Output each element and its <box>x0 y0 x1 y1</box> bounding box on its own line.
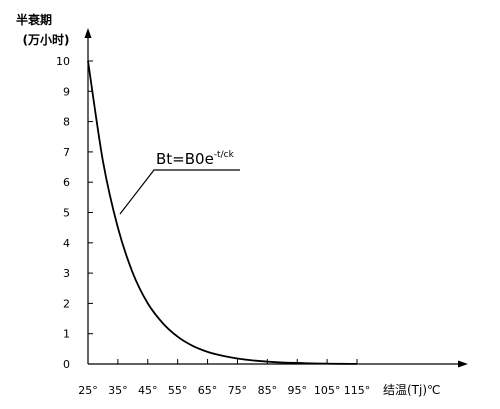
annotation-leader <box>119 169 240 215</box>
x-tick-label: 85° <box>258 384 278 397</box>
x-tick-label: 115° <box>344 384 371 397</box>
y-axis-label-line1: 半衰期 <box>16 12 52 27</box>
x-tick-label: 105° <box>314 384 341 397</box>
y-tick-label: 8 <box>63 116 70 129</box>
y-tick-label: 3 <box>63 267 70 280</box>
y-tick-label: 0 <box>63 358 70 371</box>
y-tick-label: 6 <box>63 176 70 189</box>
y-tick-label: 4 <box>63 237 70 250</box>
annotation-superscript: -t/ck <box>214 150 235 160</box>
y-axis-label-line2: (万小时) <box>23 32 70 47</box>
y-tick-label: 7 <box>63 146 70 159</box>
series-line <box>87 60 358 365</box>
x-tick-label: 45° <box>138 384 158 397</box>
y-tick-label: 5 <box>63 207 70 220</box>
y-tick-label: 2 <box>63 297 70 310</box>
x-tick-label: 55° <box>168 384 188 397</box>
x-tick-label: 65° <box>198 384 218 397</box>
y-tick-label: 1 <box>63 328 70 341</box>
x-axis-arrow <box>458 360 468 368</box>
y-ticks: 0 1 2 3 4 5 6 7 8 9 10 <box>56 55 93 371</box>
x-axis-label: 结温(Tj)℃ <box>383 383 441 397</box>
x-tick-label: 95° <box>287 384 307 397</box>
y-axis-arrow <box>84 28 92 38</box>
y-tick-label: 10 <box>56 55 70 68</box>
annotation-formula: Bt=B0e-t/ck <box>156 150 235 168</box>
y-tick-label: 9 <box>63 85 70 98</box>
x-tick-label: 75° <box>228 384 248 397</box>
x-tick-label: 35° <box>108 384 128 397</box>
x-ticks: 25° 35° 45° 55° 65° 75° 85° 95° 105° 115° <box>78 359 370 397</box>
annotation-base: Bt=B0e <box>156 150 214 168</box>
x-tick-label: 25° <box>78 384 98 397</box>
